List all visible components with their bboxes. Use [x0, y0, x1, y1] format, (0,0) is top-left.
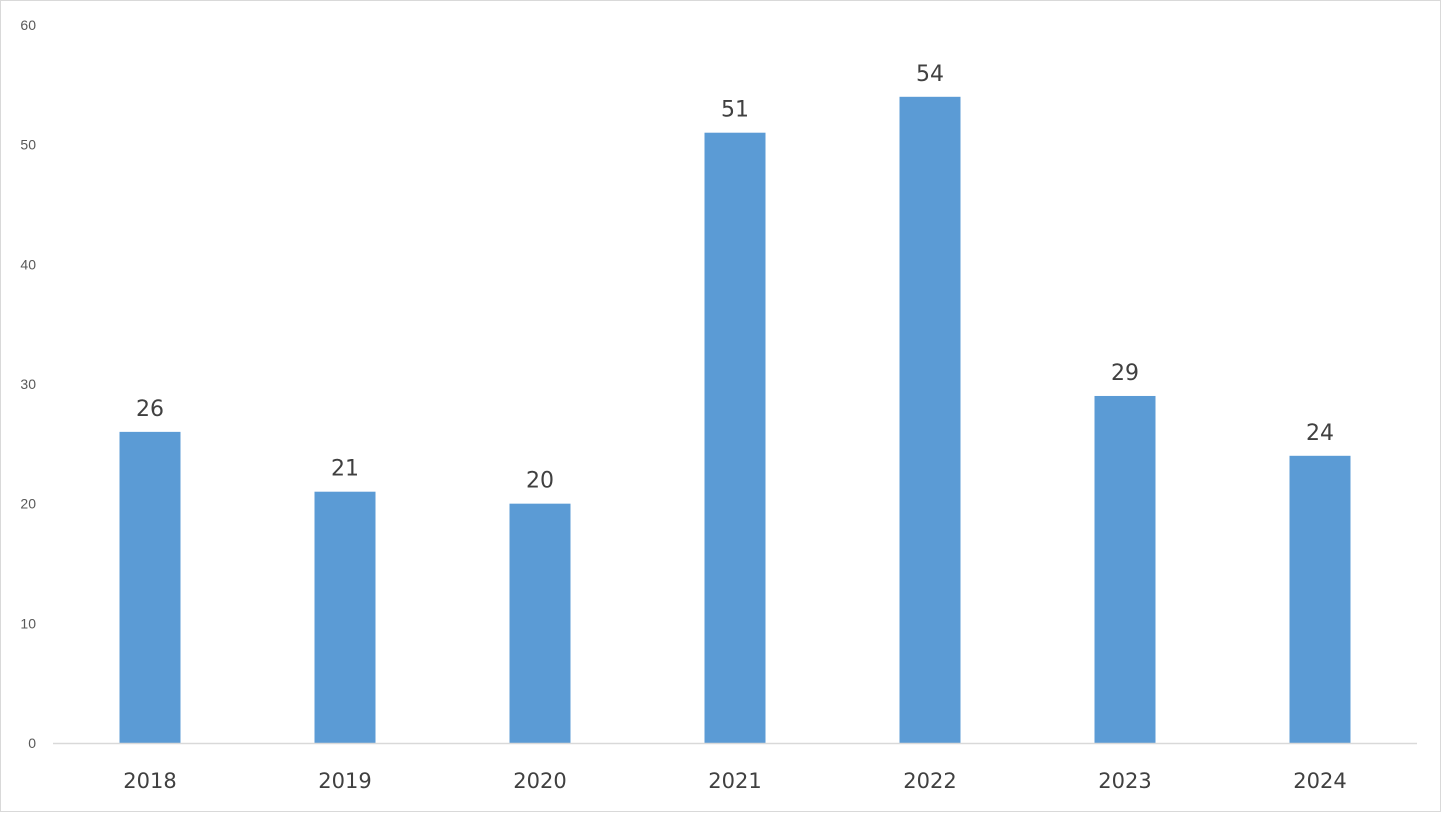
- y-tick-label: 10: [20, 615, 36, 631]
- data-label-2023: 29: [1111, 361, 1139, 386]
- data-label-2024: 24: [1306, 421, 1334, 446]
- y-tick-label: 60: [20, 17, 36, 33]
- bar-2022: [899, 96, 961, 744]
- x-tick-label-2020: 2020: [513, 769, 566, 793]
- bar-2018: [119, 431, 181, 743]
- x-tick-label-2024: 2024: [1293, 769, 1346, 793]
- x-tick-label-2019: 2019: [318, 769, 371, 793]
- bars: [119, 96, 1351, 744]
- data-label-2018: 26: [136, 397, 164, 422]
- data-label-2022: 54: [916, 62, 944, 87]
- bar-2023: [1094, 395, 1156, 743]
- y-tick-label: 40: [20, 256, 36, 272]
- data-labels: 26 21 20 51 54 29 24: [136, 62, 1334, 494]
- y-tick-label: 20: [20, 496, 36, 512]
- x-tick-label-2018: 2018: [123, 769, 176, 793]
- x-tick-label-2023: 2023: [1098, 769, 1151, 793]
- bar-2024: [1289, 455, 1351, 743]
- bar-2021: [704, 132, 766, 743]
- y-tick-label: 30: [20, 376, 36, 392]
- bar-2020: [509, 503, 571, 743]
- data-label-2021: 51: [721, 98, 749, 123]
- data-label-2019: 21: [331, 457, 359, 482]
- y-tick-label: 0: [28, 735, 36, 751]
- y-axis: 0 10 20 30 40 50 60: [20, 17, 36, 751]
- x-tick-label-2022: 2022: [903, 769, 956, 793]
- x-axis: 2018 2019 2020 2021 2022 2023 2024: [123, 769, 1346, 793]
- data-label-2020: 20: [526, 469, 554, 494]
- x-tick-label-2021: 2021: [708, 769, 761, 793]
- y-tick-label: 50: [20, 137, 36, 153]
- bar-2019: [314, 491, 376, 743]
